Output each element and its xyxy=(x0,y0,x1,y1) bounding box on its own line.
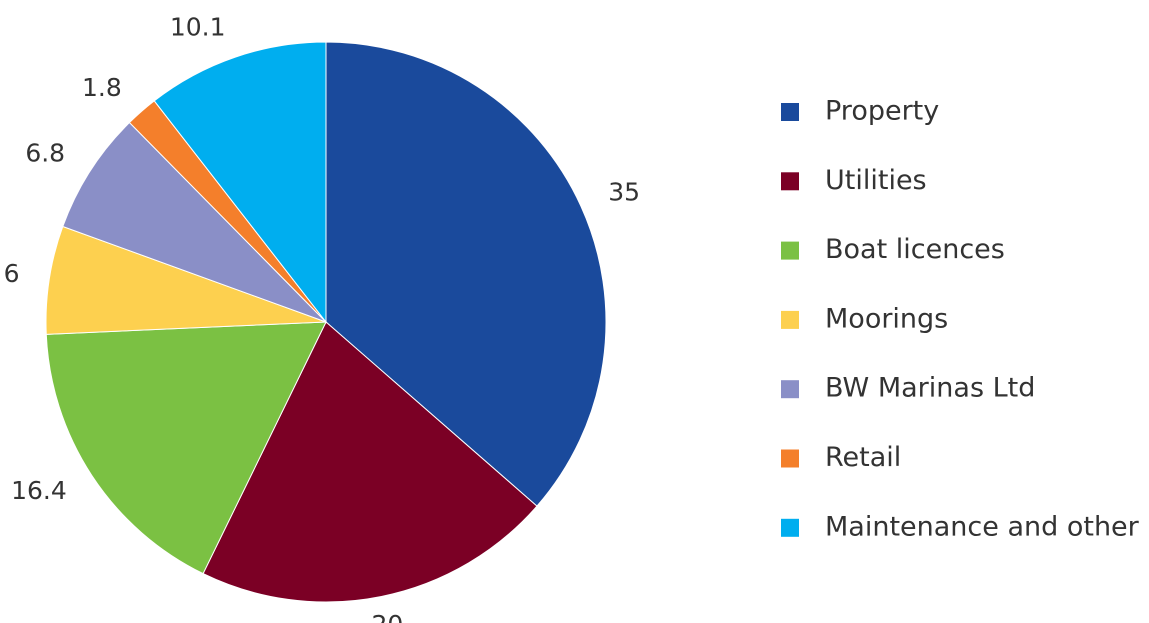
legend-label: Maintenance and other xyxy=(825,511,1140,542)
data-label: 20 xyxy=(372,610,404,623)
data-label: 6.8 xyxy=(25,139,65,168)
legend-swatch xyxy=(781,380,799,399)
legend-label: Boat licences xyxy=(825,234,1005,265)
legend-label: Property xyxy=(825,96,939,127)
data-label: 16.4 xyxy=(11,476,67,505)
pie-slice xyxy=(62,121,327,323)
data-label: 6 xyxy=(4,259,20,288)
pie-slice xyxy=(202,321,538,603)
data-label: 35 xyxy=(608,178,640,207)
legend-label: Utilities xyxy=(825,165,927,196)
legend-label: Moorings xyxy=(825,303,948,334)
legend-swatch xyxy=(781,449,799,468)
legend-label: BW Marinas Ltd xyxy=(825,373,1035,404)
legend-swatch xyxy=(781,103,799,121)
legend-swatch xyxy=(781,172,799,191)
pie-slice xyxy=(325,41,607,507)
legend-swatch xyxy=(781,241,799,260)
data-label: 10.1 xyxy=(170,13,226,42)
legend-label: Retail xyxy=(825,442,901,473)
pie-slice xyxy=(45,321,327,575)
pie-slice xyxy=(153,41,327,324)
legend-swatch xyxy=(781,518,799,537)
data-label: 1.8 xyxy=(82,73,122,102)
legend-swatch xyxy=(781,310,799,329)
